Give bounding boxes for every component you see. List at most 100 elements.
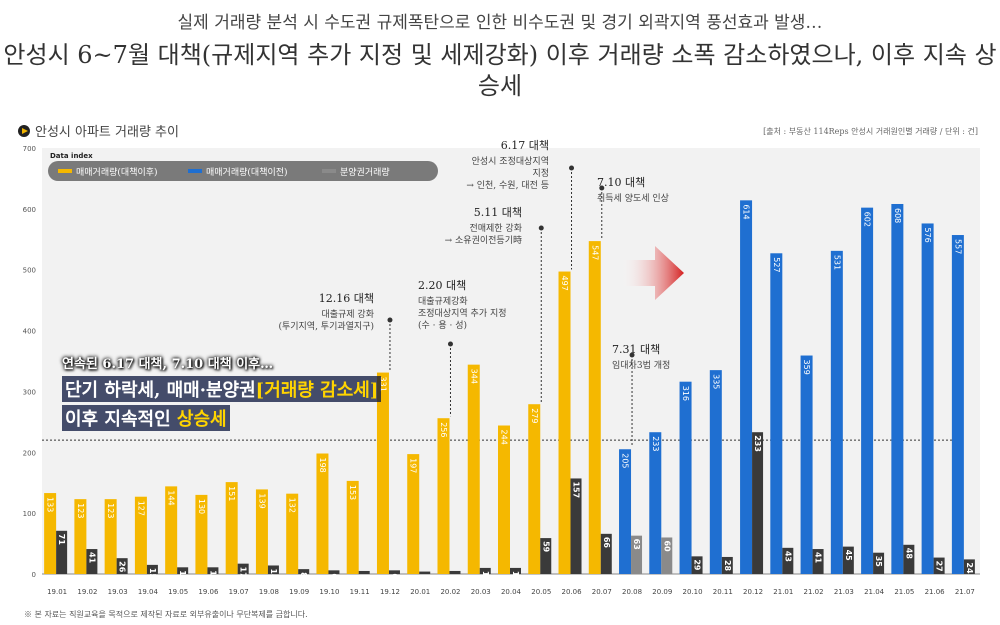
y-tick-label: 300 bbox=[23, 388, 36, 396]
data-label-sale: 198 bbox=[318, 458, 327, 473]
x-tick-label: 20.10 bbox=[683, 588, 703, 596]
legend-swatch bbox=[58, 169, 72, 173]
data-label-presale: 4 bbox=[420, 575, 429, 581]
data-label-sale: 233 bbox=[651, 436, 660, 451]
x-tick-label: 20.09 bbox=[652, 588, 672, 596]
legend-label: 매매거래량(대책이전) bbox=[206, 166, 288, 178]
data-label-presale: 63 bbox=[632, 539, 641, 550]
bar-presale bbox=[661, 537, 673, 574]
bar-sale-before bbox=[316, 453, 329, 574]
data-label-sale: 608 bbox=[893, 208, 902, 223]
annotation-text: → 인천, 수원, 대전 등 bbox=[466, 180, 549, 191]
bar-presale bbox=[782, 547, 794, 574]
bar-sale-before bbox=[286, 493, 299, 574]
data-label-presale: 233 bbox=[753, 435, 762, 452]
annotation-text: 취득세 양도세 인상 bbox=[597, 193, 669, 204]
annotation-title: 7.10 대책 bbox=[597, 176, 645, 189]
emphasis-line-3: 이후 지속적인 상승세 bbox=[62, 405, 230, 431]
bar-presale bbox=[207, 567, 219, 574]
x-tick-label: 20.05 bbox=[531, 588, 551, 596]
annotation-text: (수 · 용 · 성) bbox=[418, 320, 467, 331]
x-tick-label: 19.08 bbox=[259, 588, 279, 596]
emphasis-line-2: 단기 하락세, 매매·분양권[거래량 감소세] bbox=[62, 376, 382, 402]
data-label-sale: 133 bbox=[46, 497, 55, 512]
data-label-presale: 6 bbox=[329, 573, 338, 579]
bar-presale bbox=[388, 570, 400, 574]
source-note: [출처 : 부동산 114Reps 안성시 거래원인별 거래량 / 단위 : 건… bbox=[763, 127, 978, 136]
annotation-dot bbox=[599, 185, 605, 191]
bar-sale-before bbox=[467, 364, 480, 574]
annotation-dot bbox=[387, 317, 393, 323]
data-label-sale: 497 bbox=[560, 276, 569, 291]
bar-presale bbox=[177, 567, 189, 574]
data-label-presale: 15 bbox=[148, 568, 157, 580]
data-label-presale: 71 bbox=[57, 534, 66, 546]
bar-presale bbox=[56, 530, 68, 574]
emphasis-line-3b: 상승세 bbox=[176, 409, 227, 430]
x-tick-label: 20.07 bbox=[592, 588, 612, 596]
bar-presale bbox=[873, 552, 885, 574]
bar-presale bbox=[419, 571, 431, 574]
bar-sale-before bbox=[437, 418, 450, 574]
bar-sale-after bbox=[951, 235, 964, 575]
x-tick-label: 20.03 bbox=[471, 588, 491, 596]
data-label-sale: 316 bbox=[681, 386, 690, 401]
annotation-text: 지정 bbox=[532, 168, 549, 179]
bar-sale-after bbox=[770, 253, 783, 575]
y-tick-label: 100 bbox=[23, 510, 36, 518]
y-tick-label: 0 bbox=[32, 571, 36, 579]
x-tick-label: 19.06 bbox=[198, 588, 219, 596]
data-label-presale: 11 bbox=[208, 570, 217, 582]
header-title: 안성시 6~7월 대책(규제지역 추가 지정 및 세제강화) 이후 거래량 소폭… bbox=[3, 41, 997, 100]
y-tick-label: 400 bbox=[23, 328, 36, 336]
x-tick-label: 19.11 bbox=[350, 588, 370, 596]
data-label-presale: 27 bbox=[935, 561, 944, 572]
bar-presale bbox=[267, 565, 279, 574]
x-tick-label: 21.06 bbox=[925, 588, 946, 596]
annotation-text: → 소유권이전등기時 bbox=[445, 234, 522, 246]
bar-presale bbox=[540, 538, 552, 574]
annotation-title: 5.11 대책 bbox=[474, 206, 522, 219]
data-label-sale: 130 bbox=[197, 499, 206, 514]
data-label-presale: 28 bbox=[723, 560, 732, 572]
y-tick-label: 600 bbox=[23, 206, 36, 214]
data-label-sale: 344 bbox=[469, 369, 478, 384]
bar-sale-before bbox=[195, 494, 208, 574]
bar-presale bbox=[86, 549, 98, 574]
bar-sale-before bbox=[225, 482, 238, 574]
x-tick-label: 19.05 bbox=[168, 588, 188, 596]
annotation-text: 임대차3법 개정 bbox=[612, 359, 670, 371]
bar-sale-after bbox=[921, 223, 934, 574]
x-tick-label: 19.07 bbox=[229, 588, 249, 596]
x-tick-label: 20.01 bbox=[410, 588, 430, 596]
data-label-presale: 48 bbox=[904, 548, 913, 560]
data-label-presale: 59 bbox=[541, 541, 550, 553]
data-label-presale: 10 bbox=[481, 571, 490, 583]
x-tick-label: 19.02 bbox=[77, 588, 97, 596]
data-label-sale: 614 bbox=[742, 204, 751, 219]
bar-sale-after bbox=[800, 355, 813, 574]
bar-presale bbox=[933, 557, 945, 574]
data-label-presale: 8 bbox=[299, 572, 308, 578]
data-label-sale: 127 bbox=[136, 501, 145, 516]
data-label-presale: 24 bbox=[965, 562, 974, 574]
x-tick-label: 19.12 bbox=[380, 588, 400, 596]
bar-presale bbox=[358, 570, 370, 574]
emphasis-line-2a: 단기 하락세, 매매·분양권 bbox=[65, 380, 256, 401]
bar-presale bbox=[812, 549, 824, 574]
emphasis-line-2b: [거래량 감소세] bbox=[255, 380, 379, 401]
data-label-sale: 531 bbox=[832, 255, 841, 270]
bar-sale-after bbox=[649, 432, 662, 574]
bar-sale-after bbox=[740, 200, 753, 574]
legend-label: 매매거래량(대책이후) bbox=[76, 166, 158, 178]
annotation-text: (투기지역, 투기과열지구) bbox=[278, 321, 374, 332]
data-label-presale: 5 bbox=[450, 574, 459, 580]
data-label-sale: 547 bbox=[590, 245, 599, 260]
bar-sale-after bbox=[709, 370, 722, 574]
bar-sale-before bbox=[165, 486, 178, 574]
bar-sale-before bbox=[255, 489, 268, 574]
bar-sale-before bbox=[558, 271, 571, 574]
emphasis-line-3a: 이후 지속적인 bbox=[65, 409, 171, 430]
data-label-presale: 41 bbox=[87, 552, 96, 564]
bar-presale bbox=[328, 570, 340, 574]
